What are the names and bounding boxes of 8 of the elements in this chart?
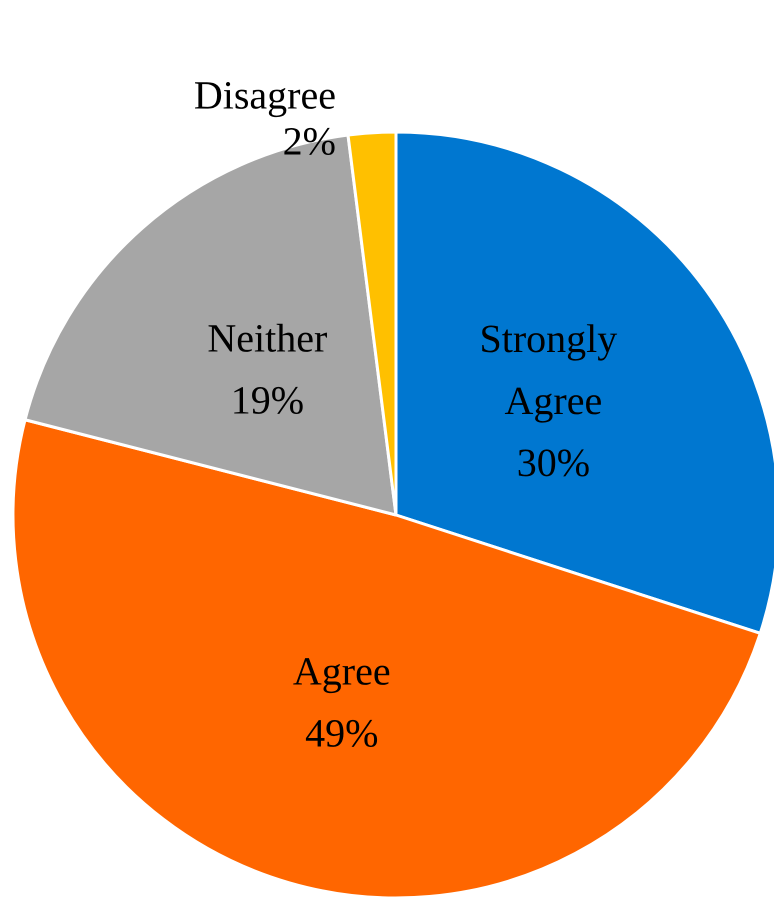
slice-label: Strongly Agree	[479, 316, 628, 424]
slice-label: Agree	[292, 648, 391, 694]
data-label: 30%	[516, 440, 590, 486]
slice-label: Neither	[207, 316, 328, 361]
data-label: 19%	[230, 378, 304, 423]
data-label: 49%	[305, 710, 378, 756]
data-label: 2%	[282, 118, 336, 164]
slice-label: Disagree	[194, 72, 336, 118]
